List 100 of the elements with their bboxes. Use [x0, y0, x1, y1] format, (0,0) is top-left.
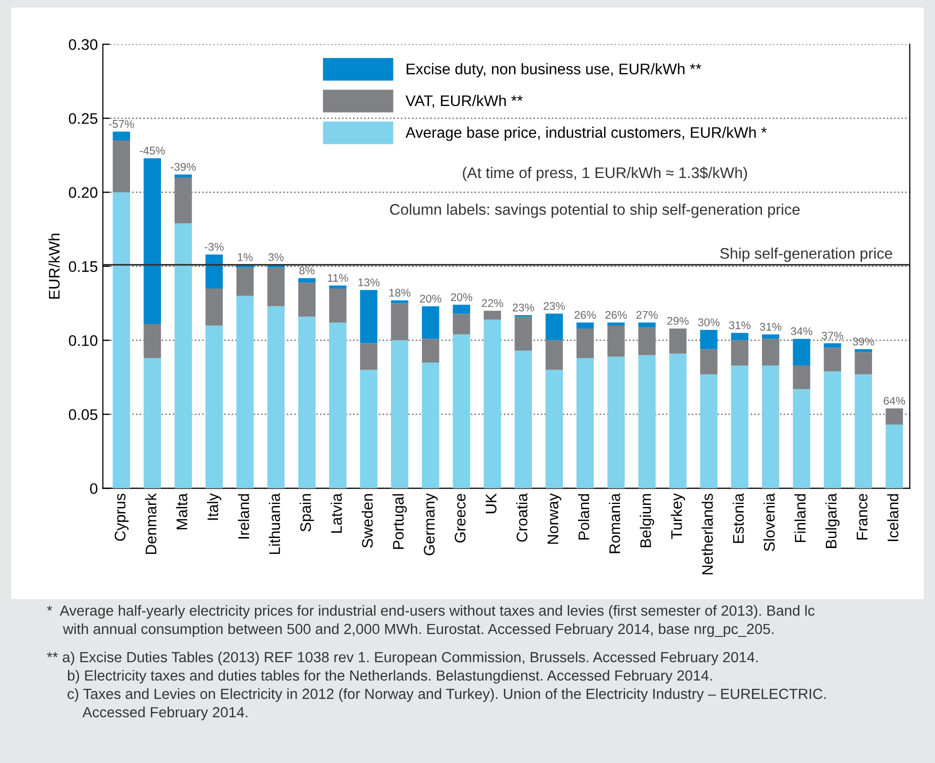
bar — [669, 354, 687, 488]
annotation: (At time of press, 1 EUR/kWh ≈ 1.3$/kWh) — [462, 166, 747, 182]
bar — [638, 322, 656, 327]
bar — [390, 303, 408, 340]
bar — [390, 300, 408, 304]
bar — [144, 324, 161, 358]
text: -3% — [204, 242, 224, 251]
bar — [546, 340, 563, 370]
text: 23% — [544, 302, 565, 310]
bar — [298, 278, 316, 283]
x-tick-label: Spain — [300, 494, 314, 532]
text: 20% — [450, 293, 472, 302]
bar — [546, 370, 563, 488]
text: 8% — [299, 266, 315, 274]
bar — [205, 254, 223, 288]
bar — [514, 350, 532, 488]
x-tick-label: Norway — [548, 493, 562, 544]
x-tick-label: Malta — [176, 493, 188, 530]
bar — [607, 356, 625, 488]
text: 39% — [852, 338, 874, 346]
bar — [267, 306, 285, 488]
bar — [731, 340, 748, 366]
bar — [452, 304, 470, 314]
bar — [669, 328, 687, 354]
y-tick-label: 0.20 — [68, 187, 98, 198]
bar — [546, 314, 563, 340]
bar — [886, 424, 903, 488]
bar — [144, 158, 161, 324]
bar — [390, 340, 408, 488]
bar — [731, 365, 748, 488]
bar — [174, 223, 192, 488]
x-tick-label: Slovenia — [764, 493, 775, 552]
text: 1% — [238, 253, 253, 262]
bar — [112, 132, 130, 140]
text: 34% — [790, 327, 812, 336]
text: 20% — [420, 294, 442, 303]
x-tick-label: Italy — [207, 493, 222, 520]
text: -45% — [140, 146, 165, 155]
text: 27% — [636, 310, 658, 319]
bar — [824, 348, 842, 372]
bar — [700, 374, 718, 488]
text: 29% — [667, 316, 689, 325]
bar — [205, 325, 223, 488]
bar — [236, 268, 254, 296]
bar — [174, 177, 192, 224]
bar — [638, 326, 656, 356]
bar — [329, 286, 346, 288]
bar — [576, 358, 594, 488]
bar — [236, 296, 254, 488]
x-tick-label: Netherlands — [702, 494, 713, 574]
bar — [452, 314, 470, 334]
bar — [607, 322, 625, 326]
bar — [298, 282, 316, 317]
bar — [854, 349, 872, 352]
bar — [638, 355, 656, 488]
bar — [854, 352, 872, 374]
bar — [484, 310, 502, 320]
bar — [514, 316, 532, 351]
x-tick-label: Latvia — [330, 493, 342, 533]
bar — [824, 371, 842, 488]
ref-line-label: Ship self-generation price — [720, 248, 892, 262]
bar — [792, 365, 810, 390]
bar — [484, 320, 502, 488]
x-tick-label: Poland — [578, 494, 590, 540]
x-tick-label: UK — [486, 493, 496, 514]
bar — [854, 374, 872, 488]
text: 31% — [760, 322, 782, 331]
y-tick-label: 0.05 — [68, 409, 98, 420]
text: 31% — [729, 321, 750, 330]
x-tick-label: Bulgaria — [825, 493, 840, 548]
x-tick-label: Cyprus — [114, 494, 129, 541]
text: * Average half-yearly electricity prices for industrial end-users without taxes and levies (first semester of 2013). Band lc with annual consumption between 500 and 2,000 MWh. Eurostat. Accessed February 2014, base nrg_pc_205. — [46, 605, 815, 638]
bar — [762, 365, 780, 488]
annotation: Column labels: savings potential to ship self-generation price — [390, 204, 800, 218]
legend-label: Average base price, industrial customers, EUR/kWh * — [406, 126, 767, 141]
x-tick-label: Ireland — [238, 494, 250, 538]
x-tick-label: Romania — [608, 493, 620, 554]
text: -39% — [170, 162, 196, 171]
text: -57% — [108, 120, 134, 128]
bar — [298, 316, 316, 488]
x-tick-label: Denmark — [145, 493, 156, 554]
text: 26% — [574, 310, 596, 319]
bar — [205, 288, 223, 326]
x-tick-label: Sweden — [362, 494, 373, 548]
y-axis-title: EUR/kWh — [48, 234, 60, 299]
x-tick-label: France — [856, 494, 868, 540]
bar — [422, 362, 440, 488]
bar — [112, 140, 130, 192]
text: 30% — [698, 318, 720, 326]
y-tick-label: 0.30 — [68, 39, 98, 50]
text: 64% — [884, 396, 906, 405]
text: 13% — [358, 278, 380, 286]
bar — [731, 332, 748, 340]
bar — [360, 343, 378, 370]
x-tick-label: Turkey — [670, 493, 686, 539]
text: 18% — [389, 288, 410, 297]
bar — [329, 288, 346, 323]
x-tick-label: Finland — [794, 494, 806, 542]
text: 11% — [328, 274, 348, 282]
bar — [360, 290, 378, 344]
